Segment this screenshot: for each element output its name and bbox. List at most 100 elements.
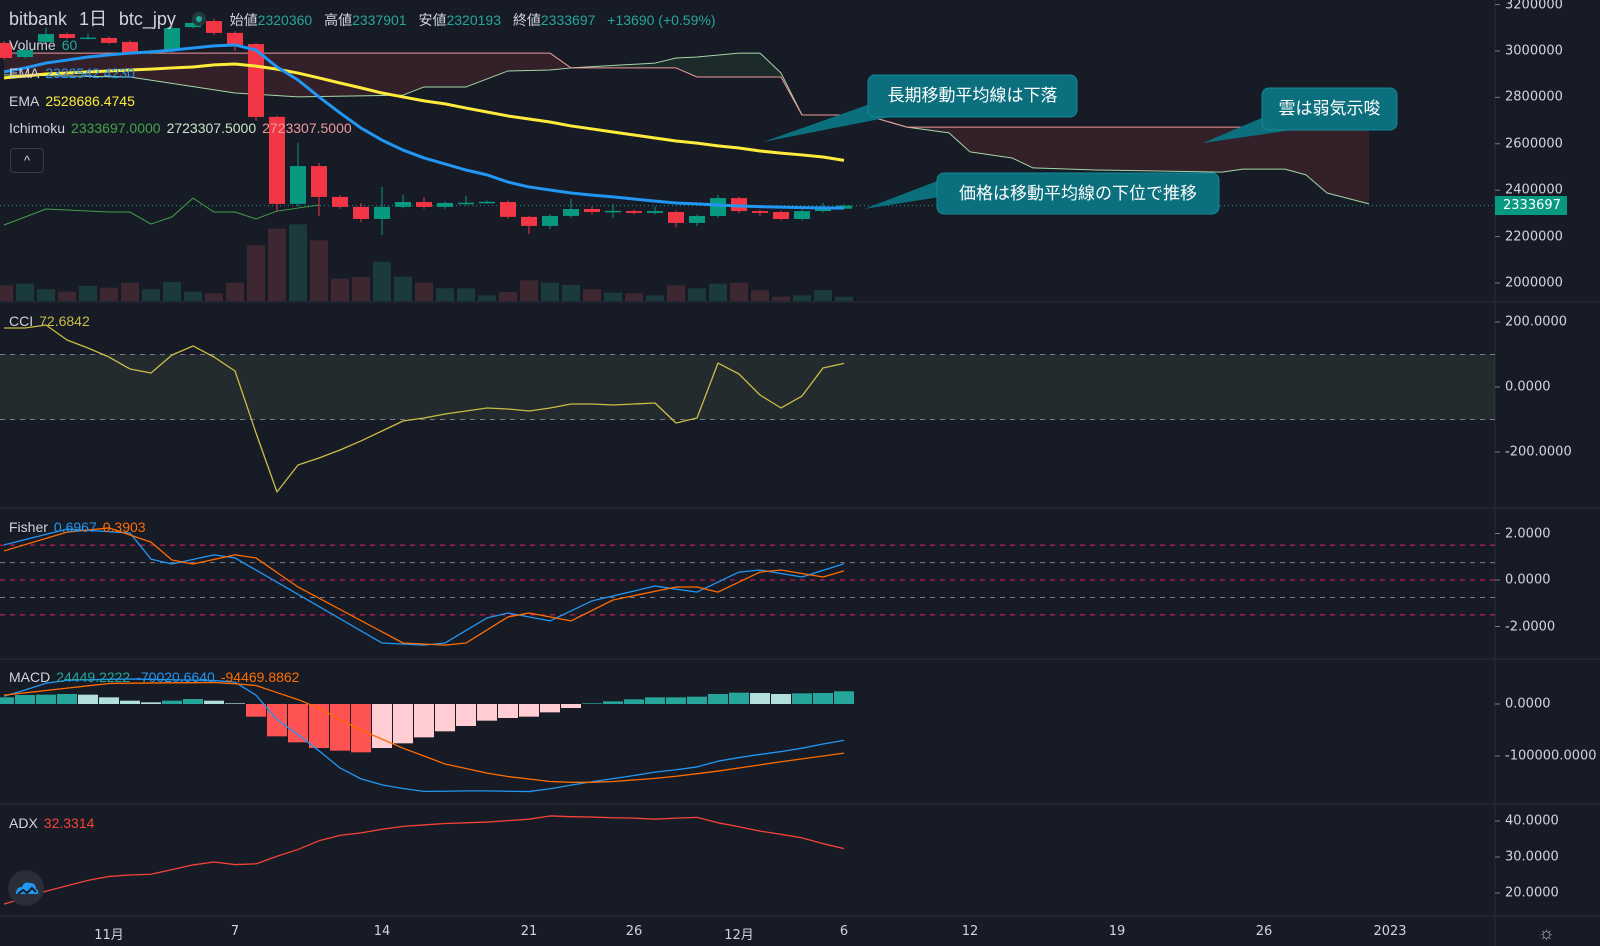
macd-histogram-bar [330, 704, 350, 751]
candle-body [17, 50, 33, 58]
ichimoku-cloud-segment [1190, 127, 1201, 172]
legend-fisher[interactable]: Fisher 0.6967 0.3903 [9, 519, 152, 535]
candle-body [521, 216, 537, 226]
ichimoku-cloud-segment [130, 53, 141, 79]
volume-bar [331, 278, 349, 301]
close-label: 終値 [512, 12, 541, 28]
candle-body [710, 198, 726, 216]
callout-price-below-ema: 価格は移動平均線の下位で推移 [959, 184, 1197, 203]
ichimoku-cloud-segment [1159, 127, 1170, 172]
cci-band [0, 354, 1495, 420]
ichimoku-cloud-segment [1085, 127, 1096, 171]
ichimoku-cloud-segment [329, 53, 340, 97]
macd-histogram-bar [582, 703, 602, 704]
volume-bar [16, 283, 34, 301]
ichimoku-cloud-segment [1012, 127, 1023, 163]
candle-body [416, 202, 432, 207]
ichimoku-cloud-segment [686, 57, 697, 77]
legend-volume[interactable]: Volume 60 [9, 37, 83, 53]
candle-body [458, 202, 474, 205]
time-tick-label: 2023 [1373, 924, 1407, 939]
candle-body [542, 215, 558, 226]
ichimoku-cloud-segment [1106, 127, 1117, 171]
ichimoku-cloud-segment [1117, 127, 1128, 171]
ichimoku-cloud-segment [1054, 127, 1065, 169]
macd-histogram-bar [162, 700, 182, 704]
volume-bar [730, 282, 748, 301]
ichimoku-cloud-segment [1001, 127, 1012, 158]
ichimoku-cloud-segment [550, 53, 561, 71]
interval[interactable]: 1日 [78, 9, 107, 29]
macd-histogram-bar [687, 696, 707, 704]
volume-bar [415, 282, 433, 301]
ichimoku-cloud-segment [1306, 127, 1317, 184]
macd-histogram-bar [288, 704, 308, 743]
ichimoku-cloud-segment [476, 53, 487, 83]
axis-tick-label: 2400000 [1505, 182, 1563, 198]
tradingview-cloud-icon[interactable] [8, 870, 44, 906]
legend-value: 24449.2222 [56, 669, 131, 685]
candle-body [479, 201, 495, 204]
ichimoku-cloud-segment [445, 53, 456, 87]
volume-bar [142, 289, 160, 301]
ichimoku-cloud-segment [319, 53, 330, 97]
ichimoku-cloud-segment [203, 53, 214, 90]
symbol-name[interactable]: btc_jpy [118, 9, 176, 29]
ichimoku-cloud-segment [949, 127, 960, 143]
low-label: 安値 [418, 12, 447, 28]
symbol-header: bitbank 1日 btc_jpy 始値2320360 高値2337901 安… [9, 5, 724, 31]
ichimoku-cloud-segment [403, 53, 414, 96]
macd-histogram-bar [0, 697, 14, 704]
ichimoku-span-b-line [4, 52, 1369, 128]
legend-cci[interactable]: CCI 72.6842 [9, 313, 96, 329]
axis-tick-label: 40.0000 [1505, 813, 1559, 829]
ichimoku-cloud-segment [980, 127, 991, 155]
macd-histogram-bar [57, 694, 77, 704]
candle-body [248, 44, 264, 117]
legend-name: Ichimoku [9, 120, 66, 136]
ichimoku-cloud-segment [1327, 127, 1338, 196]
axis-tick-label: 20.0000 [1505, 885, 1559, 901]
candle-body [794, 211, 810, 219]
volume-bar [583, 289, 601, 301]
volume-bar [667, 285, 685, 301]
axis-tick-label: 0.0000 [1505, 379, 1551, 395]
ichimoku-cloud-segment [518, 53, 529, 71]
exchange-name[interactable]: bitbank [9, 9, 68, 29]
legend-ema-long[interactable]: EMA 2528686.4745 [9, 93, 141, 109]
collapse-legend-button[interactable]: ^ [10, 148, 44, 173]
legend-value: 2333697.0000 [71, 120, 161, 136]
axis-tick-label: 2000000 [1505, 275, 1563, 291]
gear-icon[interactable]: ☼ [1538, 923, 1555, 943]
ichimoku-cloud-segment [413, 53, 424, 92]
ichimoku-cloud-segment [1022, 127, 1033, 168]
volume-bar [37, 289, 55, 301]
legend-adx[interactable]: ADX 32.3314 [9, 815, 100, 831]
legend-ichimoku[interactable]: Ichimoku 2333697.0000 2723307.5000 2723307.… [9, 120, 358, 136]
macd-histogram-bar [561, 704, 581, 708]
ichimoku-cloud-segment [235, 53, 246, 94]
ichimoku-cloud-segment [371, 53, 382, 96]
legend-value: 60 [61, 37, 78, 53]
legend-ema-short[interactable]: EMA 2322542.4230 [9, 65, 141, 81]
ichimoku-cloud-segment [392, 53, 403, 96]
candle-body [164, 28, 180, 51]
candle-body [647, 211, 663, 213]
volume-bar [772, 296, 790, 301]
axis-tick-label: -100000.0000 [1505, 748, 1597, 764]
macd-histogram-bar [666, 697, 686, 704]
volume-bar [310, 240, 328, 301]
callout-long-ema-falling: 長期移動平均線は下落 [887, 86, 1058, 105]
macd-histogram-bar [477, 704, 497, 721]
macd-histogram-bar [498, 704, 518, 718]
macd-histogram-bar [36, 694, 56, 704]
ichimoku-cloud-segment [1211, 127, 1222, 173]
legend-macd[interactable]: MACD 24449.2222 -70020.6640 -94469.8862 [9, 669, 305, 685]
ichimoku-cloud-segment [991, 127, 1002, 157]
ichimoku-cloud-segment [1285, 127, 1296, 172]
time-tick-label: 6 [839, 924, 849, 939]
candle-body [437, 202, 453, 207]
ichimoku-cloud-segment [1148, 127, 1159, 172]
ichimoku-cloud-segment [361, 53, 372, 96]
